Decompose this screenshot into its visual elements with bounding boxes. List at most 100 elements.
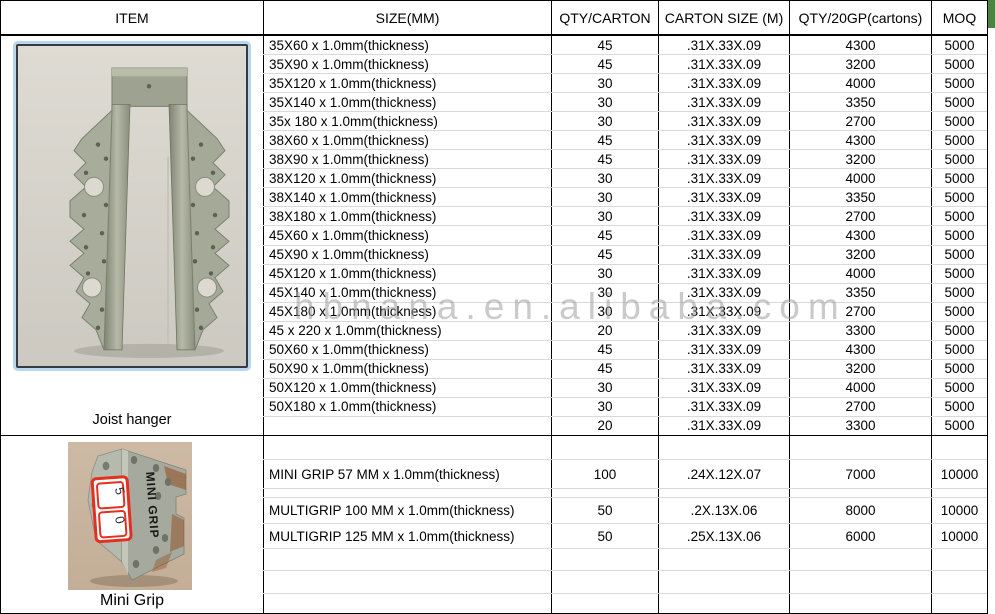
cell-moq: 10000 <box>931 524 987 548</box>
cell-carton: .31X.33X.09 <box>658 93 789 112</box>
cell-carton: .31X.33X.09 <box>658 264 789 283</box>
cell-carton: .31X.33X.09 <box>658 150 789 169</box>
cell-qty <box>551 594 658 613</box>
cell-qty: 45 <box>551 226 658 245</box>
table-row: 45X60 x 1.0mm(thickness) 45.31X.33X.09 430… <box>263 226 987 246</box>
cell-size: 45 x 220 x 1.0mm(thickness) <box>263 321 551 340</box>
cell-qty: 30 <box>551 169 658 188</box>
cell-moq: 5000 <box>931 283 987 302</box>
cell-qty <box>551 489 658 497</box>
table-row <box>263 571 987 594</box>
cell-qty: 20 <box>551 416 658 435</box>
table-row: 38X140 x 1.0mm(thickness) 30.31X.33X.09 33… <box>263 188 987 208</box>
cell-carton: .31X.33X.09 <box>658 340 789 359</box>
cell-moq: 5000 <box>931 340 987 359</box>
cell-carton <box>658 549 789 570</box>
cell-carton: .31X.33X.09 <box>658 131 789 150</box>
cell-size: 38X120 x 1.0mm(thickness) <box>263 169 551 188</box>
table-row: 50X60 x 1.0mm(thickness) 45.31X.33X.09 430… <box>263 340 987 360</box>
cell-size: 35X90 x 1.0mm(thickness) <box>263 55 551 74</box>
table-row: 35X140 x 1.0mm(thickness) 30.31X.33X.09 33… <box>263 93 987 113</box>
mini-grip-rows: MINI GRIP 57 MM x 1.0mm(thickness) 100.24… <box>263 436 987 613</box>
cell-qty <box>551 571 658 593</box>
cell-size <box>263 489 551 497</box>
cell-qty20: 3350 <box>789 93 931 112</box>
cell-carton: .31X.33X.09 <box>658 416 789 435</box>
cell-size <box>263 571 551 593</box>
cell-moq: 5000 <box>931 226 987 245</box>
cell-carton: .31X.33X.09 <box>658 36 789 55</box>
cell-qty20: 4000 <box>789 264 931 283</box>
cell-moq: 5000 <box>931 416 987 435</box>
cell-size: MINI GRIP 57 MM x 1.0mm(thickness) <box>263 460 551 488</box>
cell-size <box>263 416 551 435</box>
cell-qty: 45 <box>551 359 658 378</box>
sticker-digit-bottom: 0 <box>112 515 128 526</box>
cell-qty: 30 <box>551 188 658 207</box>
cell-moq: 5000 <box>931 378 987 397</box>
table-row: 38X180 x 1.0mm(thickness) 30.31X.33X.09 27… <box>263 207 987 227</box>
cell-qty20: 2700 <box>789 207 931 226</box>
cell-qty20: 2700 <box>789 302 931 321</box>
section-mini-grip: MINI GRIP 5 0 Mini Grip MINI GRIP 57 MM … <box>1 436 987 613</box>
cell-qty: 30 <box>551 112 658 131</box>
cell-size: MULTIGRIP 125 MM x 1.0mm(thickness) <box>263 524 551 548</box>
cell-size: 38X90 x 1.0mm(thickness) <box>263 150 551 169</box>
table-row: 50X120 x 1.0mm(thickness) 30.31X.33X.09 40… <box>263 378 987 398</box>
cell-carton: .2X.13X.06 <box>658 498 789 523</box>
cell-carton <box>658 571 789 593</box>
header-carton-size: CARTON SIZE (M) <box>658 1 789 34</box>
cell-moq: 5000 <box>931 169 987 188</box>
cell-moq <box>931 571 987 593</box>
cell-moq: 5000 <box>931 150 987 169</box>
cell-size: 45X140 x 1.0mm(thickness) <box>263 283 551 302</box>
cell-size: 50X90 x 1.0mm(thickness) <box>263 359 551 378</box>
table-row: 38X90 x 1.0mm(thickness) 45.31X.33X.09 320… <box>263 150 987 170</box>
cell-moq: 5000 <box>931 321 987 340</box>
cell-moq: 10000 <box>931 460 987 488</box>
table-row: 35X120 x 1.0mm(thickness) 30.31X.33X.09 40… <box>263 74 987 94</box>
item-label-mini-grip: Mini Grip <box>99 592 164 609</box>
cell-size: 45X120 x 1.0mm(thickness) <box>263 264 551 283</box>
cell-qty: 45 <box>551 131 658 150</box>
table-row: 35X90 x 1.0mm(thickness) 45.31X.33X.09 320… <box>263 55 987 75</box>
table-row: 38X60 x 1.0mm(thickness) 45.31X.33X.09 430… <box>263 131 987 151</box>
joist-hanger-rows: 35X60 x 1.0mm(thickness) 45.31X.33X.09 430… <box>263 36 987 435</box>
table-row: 45X180 x 1.0mm(thickness) 30.31X.33X.09 27… <box>263 302 987 322</box>
cell-moq: 5000 <box>931 245 987 264</box>
cell-size: 35x 180 x 1.0mm(thickness) <box>263 112 551 131</box>
header-qty-20gp: QTY/20GP(cartons) <box>789 1 931 34</box>
cell-qty: 30 <box>551 302 658 321</box>
cell-moq: 10000 <box>931 498 987 523</box>
cell-qty20 <box>789 549 931 570</box>
table-row <box>263 549 987 571</box>
joist-hanger-photo-drawing <box>18 46 246 366</box>
cell-size: 38X140 x 1.0mm(thickness) <box>263 188 551 207</box>
cell-qty20: 4000 <box>789 74 931 93</box>
header-qty-carton: QTY/CARTON <box>551 1 658 34</box>
corner-green-mark <box>988 0 995 28</box>
cell-qty20: 3200 <box>789 359 931 378</box>
cell-qty: 45 <box>551 245 658 264</box>
cell-qty: 45 <box>551 150 658 169</box>
cell-carton: .31X.33X.09 <box>658 207 789 226</box>
cell-carton: .25X.13X.06 <box>658 524 789 548</box>
cell-size <box>263 436 551 459</box>
cell-qty20: 3200 <box>789 55 931 74</box>
cell-qty20: 3300 <box>789 321 931 340</box>
cell-qty20 <box>789 489 931 497</box>
mini-grip-sticker: 5 0 <box>90 475 133 544</box>
cell-carton: .31X.33X.09 <box>658 378 789 397</box>
cell-carton: .31X.33X.09 <box>658 321 789 340</box>
cell-moq: 5000 <box>931 302 987 321</box>
table-row: 35x 180 x 1.0mm(thickness) 30.31X.33X.09 2… <box>263 112 987 132</box>
cell-moq: 5000 <box>931 264 987 283</box>
cell-qty: 45 <box>551 55 658 74</box>
cell-qty20: 4000 <box>789 169 931 188</box>
cell-moq: 5000 <box>931 55 987 74</box>
cell-size: 35X60 x 1.0mm(thickness) <box>263 36 551 55</box>
cell-size <box>263 594 551 613</box>
mini-grip-marker-text: MINI GRIP <box>143 471 162 539</box>
